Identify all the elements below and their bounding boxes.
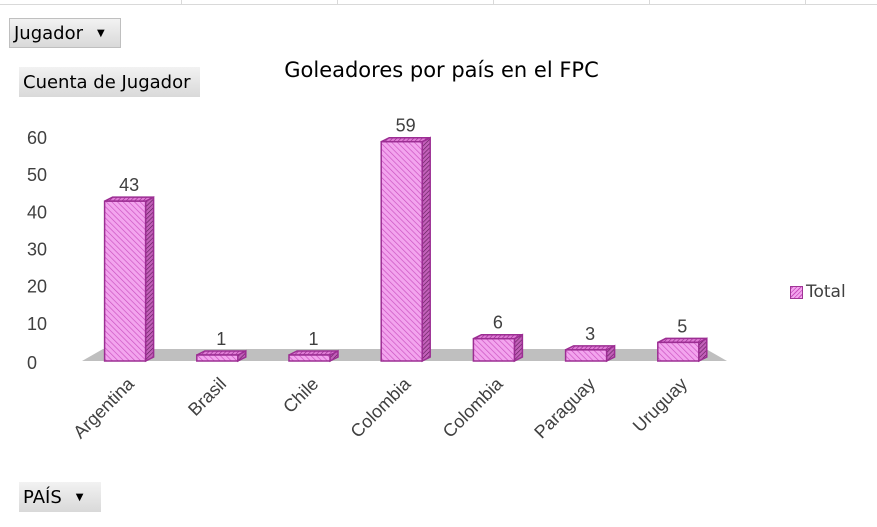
y-axis: 0 10 20 30 40 50 60 [27, 128, 47, 373]
bars: 43 1 1 59 6 3 5 [103, 116, 708, 363]
data-label: 43 [119, 175, 139, 195]
legend-label-total: Total [806, 282, 846, 302]
x-tick-label: Colombia [347, 373, 416, 442]
y-tick-label: 30 [27, 240, 47, 260]
y-tick-label: 60 [27, 128, 47, 148]
x-tick-label: Uruguay [629, 374, 691, 436]
value-field-button[interactable]: Cuenta de Jugador [19, 67, 200, 97]
bar-front [103, 200, 147, 362]
x-tick-label: Chile [279, 374, 322, 417]
bar-side [421, 136, 431, 363]
data-label: 1 [216, 329, 226, 349]
data-label: 5 [677, 316, 687, 336]
x-tick-label: Brasil [184, 374, 230, 420]
bar-front [657, 341, 700, 362]
chart-title: Goleadores por país en el FPC [284, 58, 599, 82]
bar-front [196, 354, 239, 362]
legend: Total [790, 282, 846, 302]
bar-front [472, 337, 516, 362]
bar-5: 6 [472, 313, 524, 363]
bar-front [380, 140, 423, 362]
bar-front [564, 349, 608, 362]
data-label: 3 [585, 324, 595, 344]
bar-4: 59 [380, 116, 431, 363]
dropdown-arrow-icon: ▼ [97, 27, 105, 39]
spreadsheet-grid-top [0, 0, 877, 5]
bar-2: 1 [196, 329, 247, 363]
jugador-filter-label: Jugador [14, 22, 84, 44]
x-axis: Argentina Brasil Chile Colombia Colombia Para… [69, 373, 691, 442]
bar-front [288, 354, 331, 362]
bar-7: 5 [657, 316, 708, 363]
data-label: 6 [493, 313, 503, 333]
data-label: 1 [308, 329, 318, 349]
bar-3: 1 [288, 329, 339, 363]
data-label: 59 [396, 116, 416, 136]
bar-side [144, 195, 155, 363]
pais-filter-label: PAÍS [23, 486, 62, 508]
y-tick-label: 50 [27, 165, 47, 185]
bar-1: 43 [103, 175, 155, 363]
value-field-label: Cuenta de Jugador [23, 71, 191, 93]
legend-swatch [790, 285, 803, 299]
y-tick-label: 20 [27, 277, 47, 297]
y-tick-label: 40 [27, 202, 47, 222]
x-tick-label: Argentina [69, 373, 138, 442]
bar-6: 3 [564, 324, 616, 363]
dropdown-arrow-icon: ▼ [75, 491, 84, 503]
y-tick-label: 10 [27, 314, 47, 334]
x-tick-label: Paraguay [530, 374, 599, 443]
x-tick-label: Colombia [439, 373, 508, 442]
jugador-filter-button[interactable]: Jugador ▼ [9, 18, 121, 48]
pais-filter-button[interactable]: PAÍS ▼ [19, 482, 101, 512]
y-tick-label: 0 [27, 353, 37, 373]
